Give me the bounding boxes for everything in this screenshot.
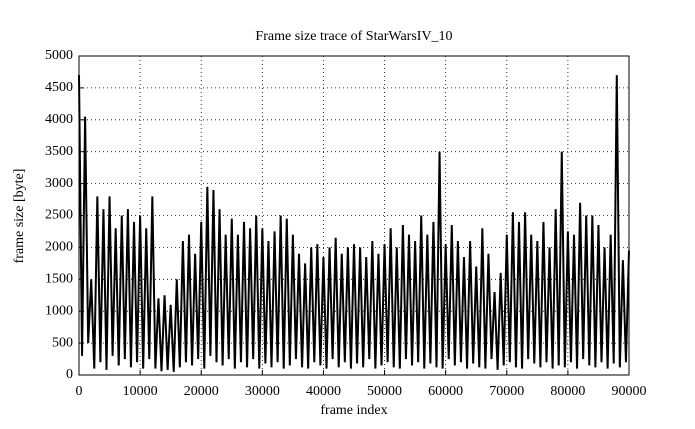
x-tick-label: 60000 — [428, 384, 463, 399]
x-tick-label: 20000 — [184, 384, 219, 399]
plot-frame — [78, 55, 630, 376]
y-tick-label: 4500 — [45, 80, 73, 95]
y-tick-label: 4000 — [45, 112, 73, 127]
y-tick-label: 3000 — [45, 176, 73, 191]
y-axis-label: frame size [byte] — [12, 169, 27, 264]
x-axis-label: frame index — [320, 403, 387, 418]
chart-title: Frame size trace of StarWarsIV_10 — [255, 29, 452, 44]
y-tick-label: 1500 — [45, 272, 73, 287]
x-tick-label: 90000 — [612, 384, 647, 399]
y-tick-label: 500 — [52, 335, 73, 350]
y-tick-label: 1000 — [45, 303, 73, 318]
trace-line — [78, 75, 630, 372]
y-tick-label: 5000 — [45, 48, 73, 63]
y-tick-label: 3500 — [45, 144, 73, 159]
y-tick-label: 2500 — [45, 208, 73, 223]
x-tick-label: 0 — [76, 384, 83, 399]
x-tick-label: 40000 — [306, 384, 341, 399]
x-tick-label: 30000 — [245, 384, 280, 399]
y-tick-label: 0 — [66, 367, 73, 382]
x-tick-label: 70000 — [489, 384, 524, 399]
x-tick-label: 50000 — [367, 384, 402, 399]
x-tick-label: 80000 — [550, 384, 585, 399]
y-tick-label: 2000 — [45, 240, 73, 255]
x-tick-label: 10000 — [123, 384, 158, 399]
